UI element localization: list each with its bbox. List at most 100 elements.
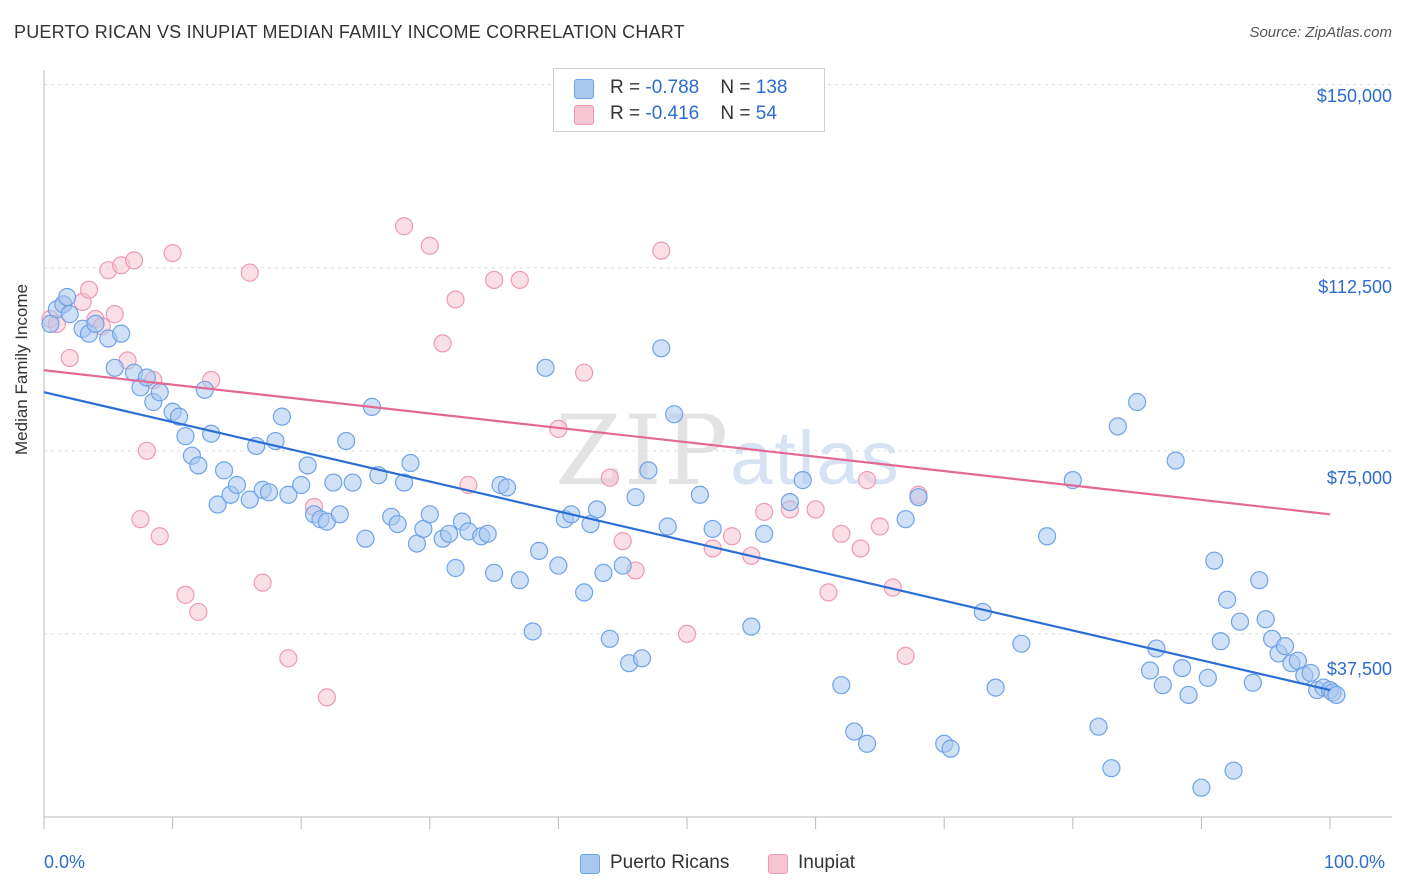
point-inupiat-9: [105, 305, 124, 324]
point-puerto-ricans-32: [272, 407, 292, 426]
point-inupiat-41: [722, 527, 742, 546]
point-inupiat-32: [510, 270, 529, 290]
point-inupiat-26: [394, 217, 414, 236]
point-puerto-ricans-67: [549, 556, 568, 575]
point-puerto-ricans-80: [652, 339, 671, 358]
source-credit: Source: ZipAtlas.com: [1249, 24, 1392, 41]
point-puerto-ricans-7: [86, 314, 105, 333]
point-puerto-ricans-132: [1327, 685, 1346, 705]
point-puerto-ricans-120: [1256, 610, 1275, 629]
point-puerto-ricans-127: [1301, 663, 1320, 683]
point-inupiat-45: [806, 500, 825, 519]
point-puerto-ricans-103: [1108, 417, 1127, 436]
point-puerto-ricans-104: [1127, 392, 1147, 412]
point-inupiat-43: [755, 502, 774, 521]
legend-n-value: 138: [755, 77, 788, 98]
series-swatch-pink: [768, 854, 788, 874]
series-label: Puerto Ricans: [610, 852, 730, 873]
point-puerto-ricans-113: [1205, 551, 1224, 570]
legend-n-label: N =: [720, 77, 756, 98]
point-puerto-ricans-102: [1102, 759, 1121, 778]
y-tick-label-112500: $112,500: [1318, 277, 1392, 297]
point-puerto-ricans-74: [600, 629, 619, 648]
point-puerto-ricans-123: [1275, 637, 1295, 656]
point-inupiat-25: [317, 688, 337, 707]
point-puerto-ricans-66: [536, 358, 555, 377]
point-puerto-ricans-97: [986, 678, 1005, 697]
point-puerto-ricans-98: [1012, 634, 1031, 653]
legend-n-value: 54: [755, 103, 777, 124]
point-inupiat-16: [150, 527, 169, 546]
point-puerto-ricans-88: [793, 471, 812, 490]
point-puerto-ricans-54: [439, 524, 459, 543]
point-puerto-ricans-26: [227, 475, 246, 495]
point-inupiat-22: [253, 573, 272, 592]
point-puerto-ricans-75: [613, 556, 632, 575]
y-tick-label-75000: $75,000: [1326, 468, 1392, 488]
correlation-legend: R = -0.788 N = 138 R = -0.416 N = 54: [553, 68, 825, 132]
point-inupiat-18: [176, 585, 195, 604]
trend-line-puerto-ricans: [43, 391, 1331, 692]
point-puerto-ricans-117: [1230, 612, 1250, 631]
point-puerto-ricans-70: [575, 583, 594, 602]
point-puerto-ricans-47: [388, 514, 407, 534]
point-puerto-ricans-119: [1250, 571, 1269, 590]
legend-r-value: -0.416: [645, 103, 700, 124]
y-tick-label-37500: $37,500: [1326, 659, 1392, 679]
point-inupiat-38: [652, 241, 671, 260]
point-inupiat-52: [896, 646, 915, 665]
point-puerto-ricans-63: [510, 571, 529, 590]
point-puerto-ricans-59: [478, 524, 497, 543]
point-puerto-ricans-24: [214, 461, 234, 480]
point-puerto-ricans-20: [189, 456, 208, 475]
point-inupiat-19: [189, 602, 208, 622]
point-puerto-ricans-112: [1198, 668, 1217, 687]
point-inupiat-31: [485, 270, 504, 290]
point-inupiat-12: [124, 251, 144, 270]
point-puerto-ricans-84: [703, 519, 722, 539]
point-inupiat-47: [832, 524, 851, 543]
point-puerto-ricans-105: [1140, 661, 1160, 680]
point-inupiat-23: [279, 649, 298, 668]
point-puerto-ricans-55: [446, 558, 465, 578]
point-puerto-ricans-4: [60, 305, 79, 324]
x-tick-label-min: 0.0%: [44, 852, 86, 872]
point-puerto-ricans-33: [279, 485, 298, 504]
point-puerto-ricans-35: [298, 456, 317, 475]
point-inupiat-28: [433, 334, 452, 353]
point-puerto-ricans-92: [896, 510, 915, 529]
point-puerto-ricans-91: [857, 734, 877, 753]
legend-swatch-blue: [574, 79, 594, 99]
point-puerto-ricans-17: [169, 407, 189, 426]
point-puerto-ricans-81: [658, 517, 677, 536]
point-puerto-ricans-118: [1243, 673, 1262, 692]
legend-r-value: -0.788: [645, 77, 700, 98]
point-inupiat-3: [60, 348, 79, 368]
y-tick-label-150000: $150,000: [1316, 86, 1392, 106]
point-puerto-ricans-78: [632, 649, 652, 668]
point-puerto-ricans-30: [259, 483, 279, 502]
point-inupiat-21: [240, 263, 259, 282]
point-puerto-ricans-18: [176, 427, 195, 446]
point-puerto-ricans-116: [1224, 761, 1243, 780]
point-puerto-ricans-86: [755, 524, 774, 543]
point-puerto-ricans-34: [292, 475, 311, 495]
point-puerto-ricans-95: [941, 739, 960, 758]
point-puerto-ricans-82: [665, 405, 684, 424]
point-inupiat-17: [163, 243, 182, 263]
point-puerto-ricans-111: [1192, 778, 1211, 797]
x-tick-label-max: 100.0%: [1324, 852, 1386, 872]
point-puerto-ricans-41: [337, 431, 356, 451]
point-puerto-ricans-23: [208, 495, 227, 514]
point-puerto-ricans-42: [343, 473, 362, 492]
point-puerto-ricans-90: [845, 722, 864, 741]
point-inupiat-5: [79, 280, 99, 299]
legend-n-label: N =: [720, 103, 756, 124]
point-puerto-ricans-99: [1037, 527, 1057, 546]
point-inupiat-50: [870, 517, 890, 536]
point-puerto-ricans-62: [497, 478, 517, 497]
point-puerto-ricans-40: [330, 505, 349, 524]
legend-swatch-pink: [574, 105, 594, 125]
point-puerto-ricans-85: [742, 617, 761, 636]
point-puerto-ricans-64: [523, 622, 542, 641]
